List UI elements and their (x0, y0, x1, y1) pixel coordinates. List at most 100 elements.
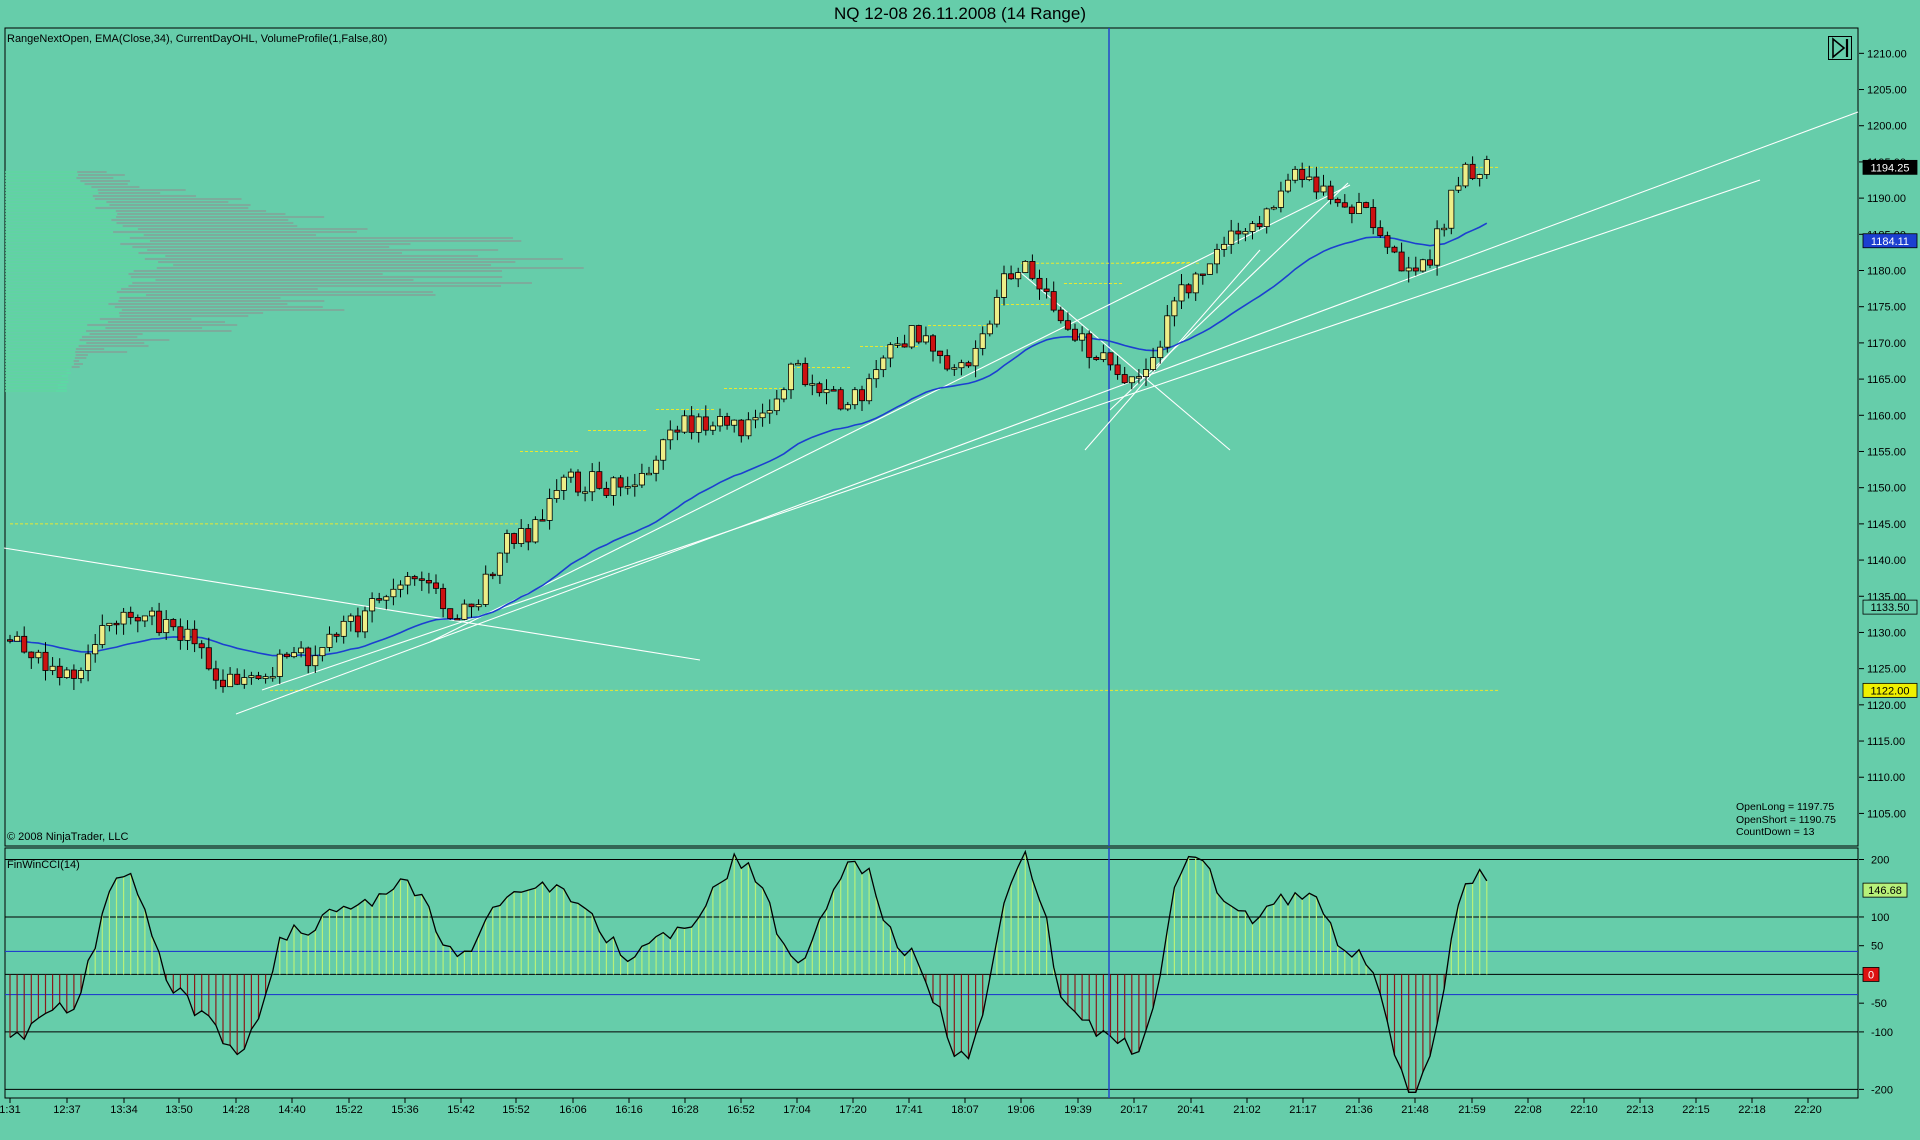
bull-candle (1214, 248, 1221, 265)
cci-tick-label: 50 (1871, 941, 1883, 953)
time-tick-label: 15:52 (502, 1104, 530, 1116)
bear-candle (617, 477, 624, 488)
price-marker-label: 1184.11 (1871, 236, 1909, 248)
bull-candle (759, 412, 766, 419)
bear-candle (511, 533, 518, 544)
bull-candle (290, 652, 297, 658)
bull-candle (14, 635, 21, 642)
bull-candle (560, 476, 567, 491)
time-tick-label: 15:42 (447, 1104, 475, 1116)
price-tick-label: 1170.00 (1867, 338, 1906, 350)
bull-candle (788, 363, 795, 391)
bull-candle (681, 415, 688, 433)
bear-candle (411, 576, 418, 580)
price-tick-label: 1190.00 (1867, 193, 1906, 205)
bull-candle (553, 490, 560, 500)
price-tick-label: 1120.00 (1867, 700, 1906, 712)
bull-candle (709, 425, 716, 431)
bull-candle (1015, 272, 1022, 280)
bull-candle (276, 653, 283, 677)
bull-candle (99, 625, 106, 645)
price-tick-label: 1165.00 (1867, 374, 1906, 386)
bear-candle (468, 603, 475, 608)
bear-candle (127, 611, 134, 618)
axes: 1105.00 1110.00 1115.00 1120.00 1125.00 1130.… (0, 48, 1907, 1116)
bear-candle (1057, 309, 1064, 322)
price-marker-label: 1122.00 (1871, 685, 1910, 697)
time-tick-label: 16:16 (615, 1104, 643, 1116)
bear-candle (1199, 273, 1206, 276)
price-tick-label: 1115.00 (1867, 736, 1905, 748)
skip-to-end-icon (1828, 36, 1852, 60)
bull-candle (1100, 352, 1107, 360)
bull-candle (532, 519, 539, 543)
bull-candle (993, 297, 1000, 325)
price-tick-label: 1105.00 (1867, 808, 1906, 820)
bear-candle (1093, 357, 1100, 360)
bear-candle (7, 639, 13, 642)
bear-candle (1348, 206, 1355, 214)
time-tick-label: 1:31 (0, 1104, 21, 1116)
bull-candle (475, 604, 482, 608)
bear-candle (432, 582, 439, 589)
bull-candle (972, 347, 979, 367)
bull-candle (1001, 273, 1008, 298)
time-tick-label: 13:50 (165, 1104, 193, 1116)
time-tick-label: 16:06 (559, 1104, 587, 1116)
bull-candle (780, 389, 787, 400)
bear-candle (930, 335, 937, 352)
bear-candle (28, 651, 35, 659)
bull-candle (773, 398, 780, 412)
bull-candle (1228, 230, 1235, 245)
bull-candle (148, 610, 155, 617)
price-marker-box (1862, 682, 1918, 698)
price-tick-label: 1210.00 (1867, 48, 1907, 60)
bull-candle (1242, 231, 1249, 235)
time-tick-label: 14:40 (278, 1104, 306, 1116)
bear-candle (575, 471, 582, 493)
bear-candle (1008, 273, 1015, 280)
time-tick-label: 16:28 (671, 1104, 699, 1116)
time-tick-label: 21:02 (1233, 1104, 1261, 1116)
bull-candle (383, 596, 390, 601)
time-tick-label: 22:15 (1682, 1104, 1710, 1116)
price-markers: 1194.25 1184.11 1133.50 1122.00 146.68 0 (1862, 159, 1918, 982)
bull-candle (49, 665, 56, 671)
bull-candle (361, 610, 368, 633)
bull-candle (1263, 208, 1270, 228)
bull-candle (347, 615, 354, 622)
bull-candle (624, 486, 631, 489)
window-title: NQ 12-08 26.11.2008 (14 Range) (833, 4, 1087, 23)
candles (7, 155, 1490, 693)
bear-candle (1313, 176, 1320, 193)
price-marker-label: 1194.25 (1871, 162, 1910, 174)
time-tick-label: 13:34 (110, 1104, 138, 1116)
bear-candle (1327, 185, 1334, 200)
bear-candle (205, 647, 212, 670)
bull-candle (866, 378, 873, 402)
bear-candle (1256, 223, 1263, 228)
skip-to-end-button[interactable] (1828, 36, 1852, 60)
bear-candle (1107, 352, 1114, 366)
bull-candle (141, 615, 148, 622)
bull-candle (660, 439, 667, 461)
price-tick-label: 1180.00 (1867, 266, 1906, 278)
cci-marker-box (1862, 967, 1880, 982)
bear-candle (1050, 291, 1057, 311)
bull-candle (248, 675, 255, 678)
bull-candle (262, 676, 269, 679)
bull-candle (986, 323, 993, 335)
bull-candle (1277, 190, 1284, 208)
price-tick-label: 1145.00 (1867, 519, 1906, 531)
bear-candle (170, 619, 177, 628)
time-tick-label: 20:41 (1177, 1104, 1205, 1116)
price-tick-label: 1150.00 (1867, 483, 1906, 495)
bull-candle (567, 471, 574, 478)
bull-candle (496, 552, 503, 576)
bull-candle (163, 619, 170, 634)
bear-candle (42, 651, 49, 671)
bear-candle (937, 350, 944, 357)
bull-candle (1270, 207, 1277, 210)
bear-candle (21, 635, 28, 653)
